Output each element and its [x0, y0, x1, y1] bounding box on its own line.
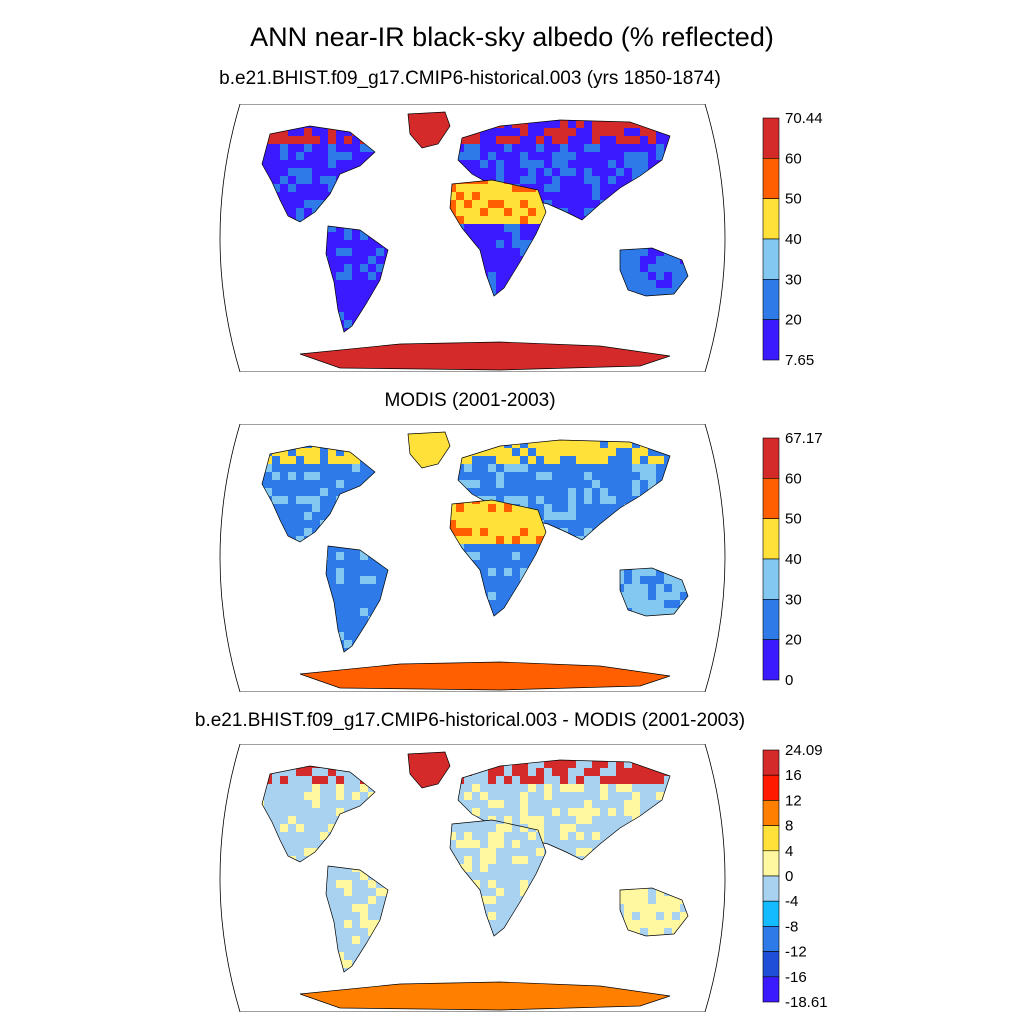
- figure-title: ANN near-IR black-sky albedo (% reflecte…: [0, 20, 1024, 54]
- colorbar-label: 0: [785, 868, 793, 885]
- map-panel-3: [219, 744, 726, 1012]
- colorbar-label: 67.17: [785, 430, 823, 447]
- panel-2-title: MODIS (2001-2003): [0, 390, 940, 412]
- colorbar-label: 50: [785, 511, 802, 528]
- colorbar-label: 20: [785, 632, 802, 649]
- colorbar-label: 40: [785, 231, 802, 248]
- colorbar-label: -18.61: [785, 994, 828, 1011]
- colorbar-swatch: [762, 319, 780, 361]
- colorbar-label: 50: [785, 191, 802, 208]
- colorbar-swatch: [762, 639, 780, 681]
- colorbar-label: 16: [785, 767, 802, 784]
- colorbar-swatch: [762, 926, 780, 952]
- colorbar-label: 30: [785, 271, 802, 288]
- colorbar-swatch: [762, 437, 780, 479]
- colorbar-label: -12: [785, 944, 807, 961]
- colorbar-swatch: [762, 825, 780, 852]
- colorbar-swatch: [762, 800, 780, 826]
- colorbar-swatch: [762, 850, 780, 877]
- map-panel-2: [219, 424, 726, 692]
- colorbar-label: -8: [785, 918, 798, 935]
- colorbar-swatch: [762, 279, 780, 320]
- colorbar-label: 40: [785, 551, 802, 568]
- colorbar-swatch: [762, 951, 780, 978]
- colorbar-label: 24.09: [785, 742, 823, 759]
- colorbar-label: 8: [785, 818, 793, 835]
- colorbar-swatch: [762, 976, 780, 1003]
- colorbar-panel-1: 70.44 60 50 40 30 20 7.65: [762, 110, 823, 369]
- panel-3-title: b.e21.BHIST.f09_g17.CMIP6-historical.003…: [0, 710, 940, 732]
- colorbar-label: 60: [785, 470, 802, 487]
- colorbar-label: -4: [785, 893, 798, 910]
- colorbar-panel-2: 67.17 60 50 40 30 20 0: [762, 430, 823, 689]
- colorbar-swatch: [762, 238, 780, 280]
- colorbar-swatch: [762, 749, 780, 776]
- colorbar-panel-3: 24.09 16 12 8 4 0 -4 -8 -12 -16 -18.61: [762, 742, 828, 1011]
- colorbar-label: 0: [785, 672, 793, 689]
- colorbar-swatch: [762, 599, 780, 640]
- colorbar-label: 30: [785, 591, 802, 608]
- colorbar-label: 60: [785, 150, 802, 167]
- colorbar-label: 7.65: [785, 352, 814, 369]
- colorbar-swatch: [762, 558, 780, 600]
- colorbar-label: 70.44: [785, 110, 823, 127]
- colorbar-swatch: [762, 900, 780, 927]
- colorbar-swatch: [762, 198, 780, 240]
- colorbar-swatch: [762, 478, 780, 519]
- colorbar-label: 4: [785, 843, 793, 860]
- colorbar-swatch: [762, 875, 780, 902]
- colorbar-swatch: [762, 117, 780, 159]
- colorbar-swatch: [762, 518, 780, 560]
- colorbar-swatch: [762, 774, 780, 801]
- colorbar-label: 12: [785, 792, 802, 809]
- colorbar-label: 20: [785, 312, 802, 329]
- panel-1-title: b.e21.BHIST.f09_g17.CMIP6-historical.003…: [0, 68, 940, 90]
- colorbar-label: -16: [785, 969, 807, 986]
- map-panel-1: [219, 104, 726, 372]
- colorbar-swatch: [762, 158, 780, 199]
